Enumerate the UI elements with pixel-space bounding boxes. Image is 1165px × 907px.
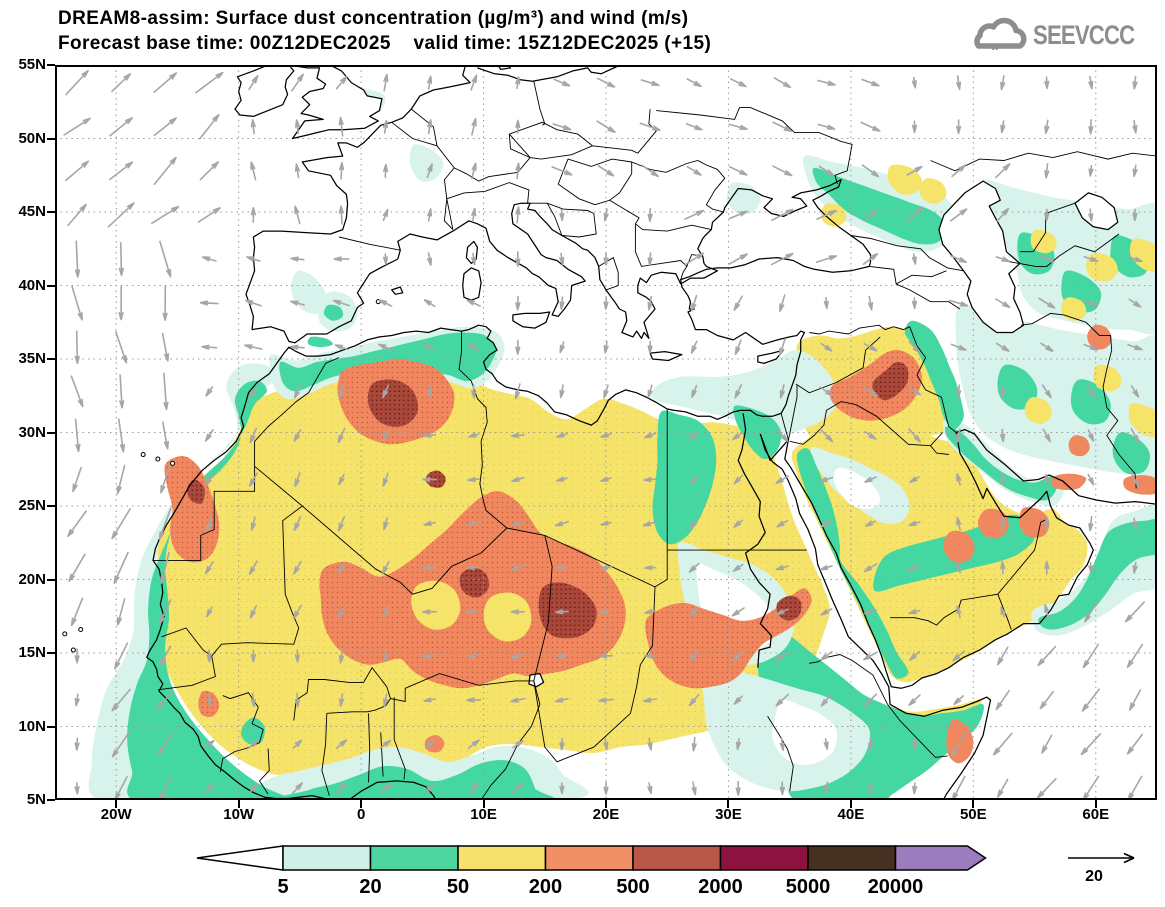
lat-tick (47, 799, 55, 801)
lat-tick-label: 20N (18, 570, 46, 588)
colorbar-label: 20 (359, 876, 381, 898)
colorbar-label: 500 (616, 876, 649, 898)
lat-tick (47, 137, 55, 140)
lon-tick (482, 800, 485, 808)
colorbar-above-arrow (894, 845, 987, 871)
colorbar-segment (544, 845, 634, 871)
lon-tick-label: 30E (715, 806, 742, 823)
title-line-2: Forecast base time: 00Z12DEC2025 valid t… (58, 33, 712, 54)
colorbar-segment (807, 845, 897, 871)
svg-text:»: » (991, 38, 1000, 55)
logo-text: SEEVCCC (1033, 19, 1135, 50)
lon-tick (237, 800, 240, 808)
lon-tick (115, 800, 118, 808)
lon-tick (1094, 800, 1097, 808)
lat-tick-label: 45N (18, 203, 46, 220)
colorbar-below-arrow (196, 845, 284, 871)
lat-tick (47, 725, 55, 728)
lat-tick-label: 30N (18, 423, 46, 441)
lat-tick (47, 284, 55, 287)
colorbar-segment (457, 845, 547, 871)
map-plot (55, 65, 1157, 800)
seevccc-logo: » SEEVCCC (967, 14, 1157, 56)
wind-reference-label: 20 (1085, 868, 1103, 885)
colorbar-label: 5 (277, 876, 288, 898)
dust-fill-layer (88, 86, 1157, 800)
lat-tick (47, 431, 55, 434)
lon-tick (604, 800, 607, 808)
title-line-1: DREAM8-assim: Surface dust concentration… (58, 8, 689, 29)
lat-tick-label: 35N (18, 350, 46, 367)
cloud-icon: » (974, 17, 1027, 55)
wind-reference-arrowhead (1123, 852, 1135, 864)
colorbar-label: 20000 (868, 876, 924, 898)
colorbar-label: 2000 (698, 876, 743, 898)
lon-tick-label: 60E (1082, 806, 1110, 823)
lon-tick-label: 0 (356, 806, 366, 823)
colorbar-label: 5000 (786, 876, 831, 898)
colorbar-segment (632, 845, 722, 871)
lon-tick (727, 800, 730, 808)
lon-tick-label: 50E (959, 806, 987, 823)
lat-tick (47, 211, 55, 213)
lat-tick-label: 40N (18, 276, 46, 294)
colorbar-label: 200 (529, 876, 562, 898)
wind-arrow-layer (63, 69, 1145, 800)
lon-tick-label: 20E (592, 806, 620, 823)
colorbar-segment (369, 845, 459, 871)
wind-reference: 20 (1068, 852, 1135, 885)
lat-tick-label: 10N (18, 717, 46, 735)
colorbar-label: 50 (447, 876, 469, 898)
lon-tick (360, 800, 363, 808)
lat-tick (47, 578, 55, 581)
lat-tick (47, 505, 55, 507)
colorbar-segment (719, 845, 809, 871)
lat-tick-label: 50N (18, 129, 46, 147)
coastline-layer (62, 65, 1157, 800)
lat-tick-label: 55N (18, 56, 46, 73)
border-layer (153, 81, 1157, 800)
lat-tick (47, 652, 55, 654)
lon-tick-label: 10W (223, 806, 255, 823)
lon-tick-label: 20W (100, 806, 132, 823)
colorbar-segment (282, 845, 372, 871)
lon-tick (972, 800, 975, 808)
colorbar: 5 20 50 200 500 2000 5000 20000 (196, 845, 987, 898)
lon-tick-label: 40E (837, 806, 865, 823)
lon-tick-label: 10E (470, 806, 497, 823)
lon-tick (849, 800, 852, 808)
lat-tick (47, 64, 55, 66)
map-frame (55, 65, 1157, 800)
lat-tick-label: 5N (26, 791, 46, 808)
lat-tick (47, 358, 55, 360)
lat-tick-label: 15N (18, 644, 46, 661)
lat-tick-label: 25N (18, 497, 46, 514)
